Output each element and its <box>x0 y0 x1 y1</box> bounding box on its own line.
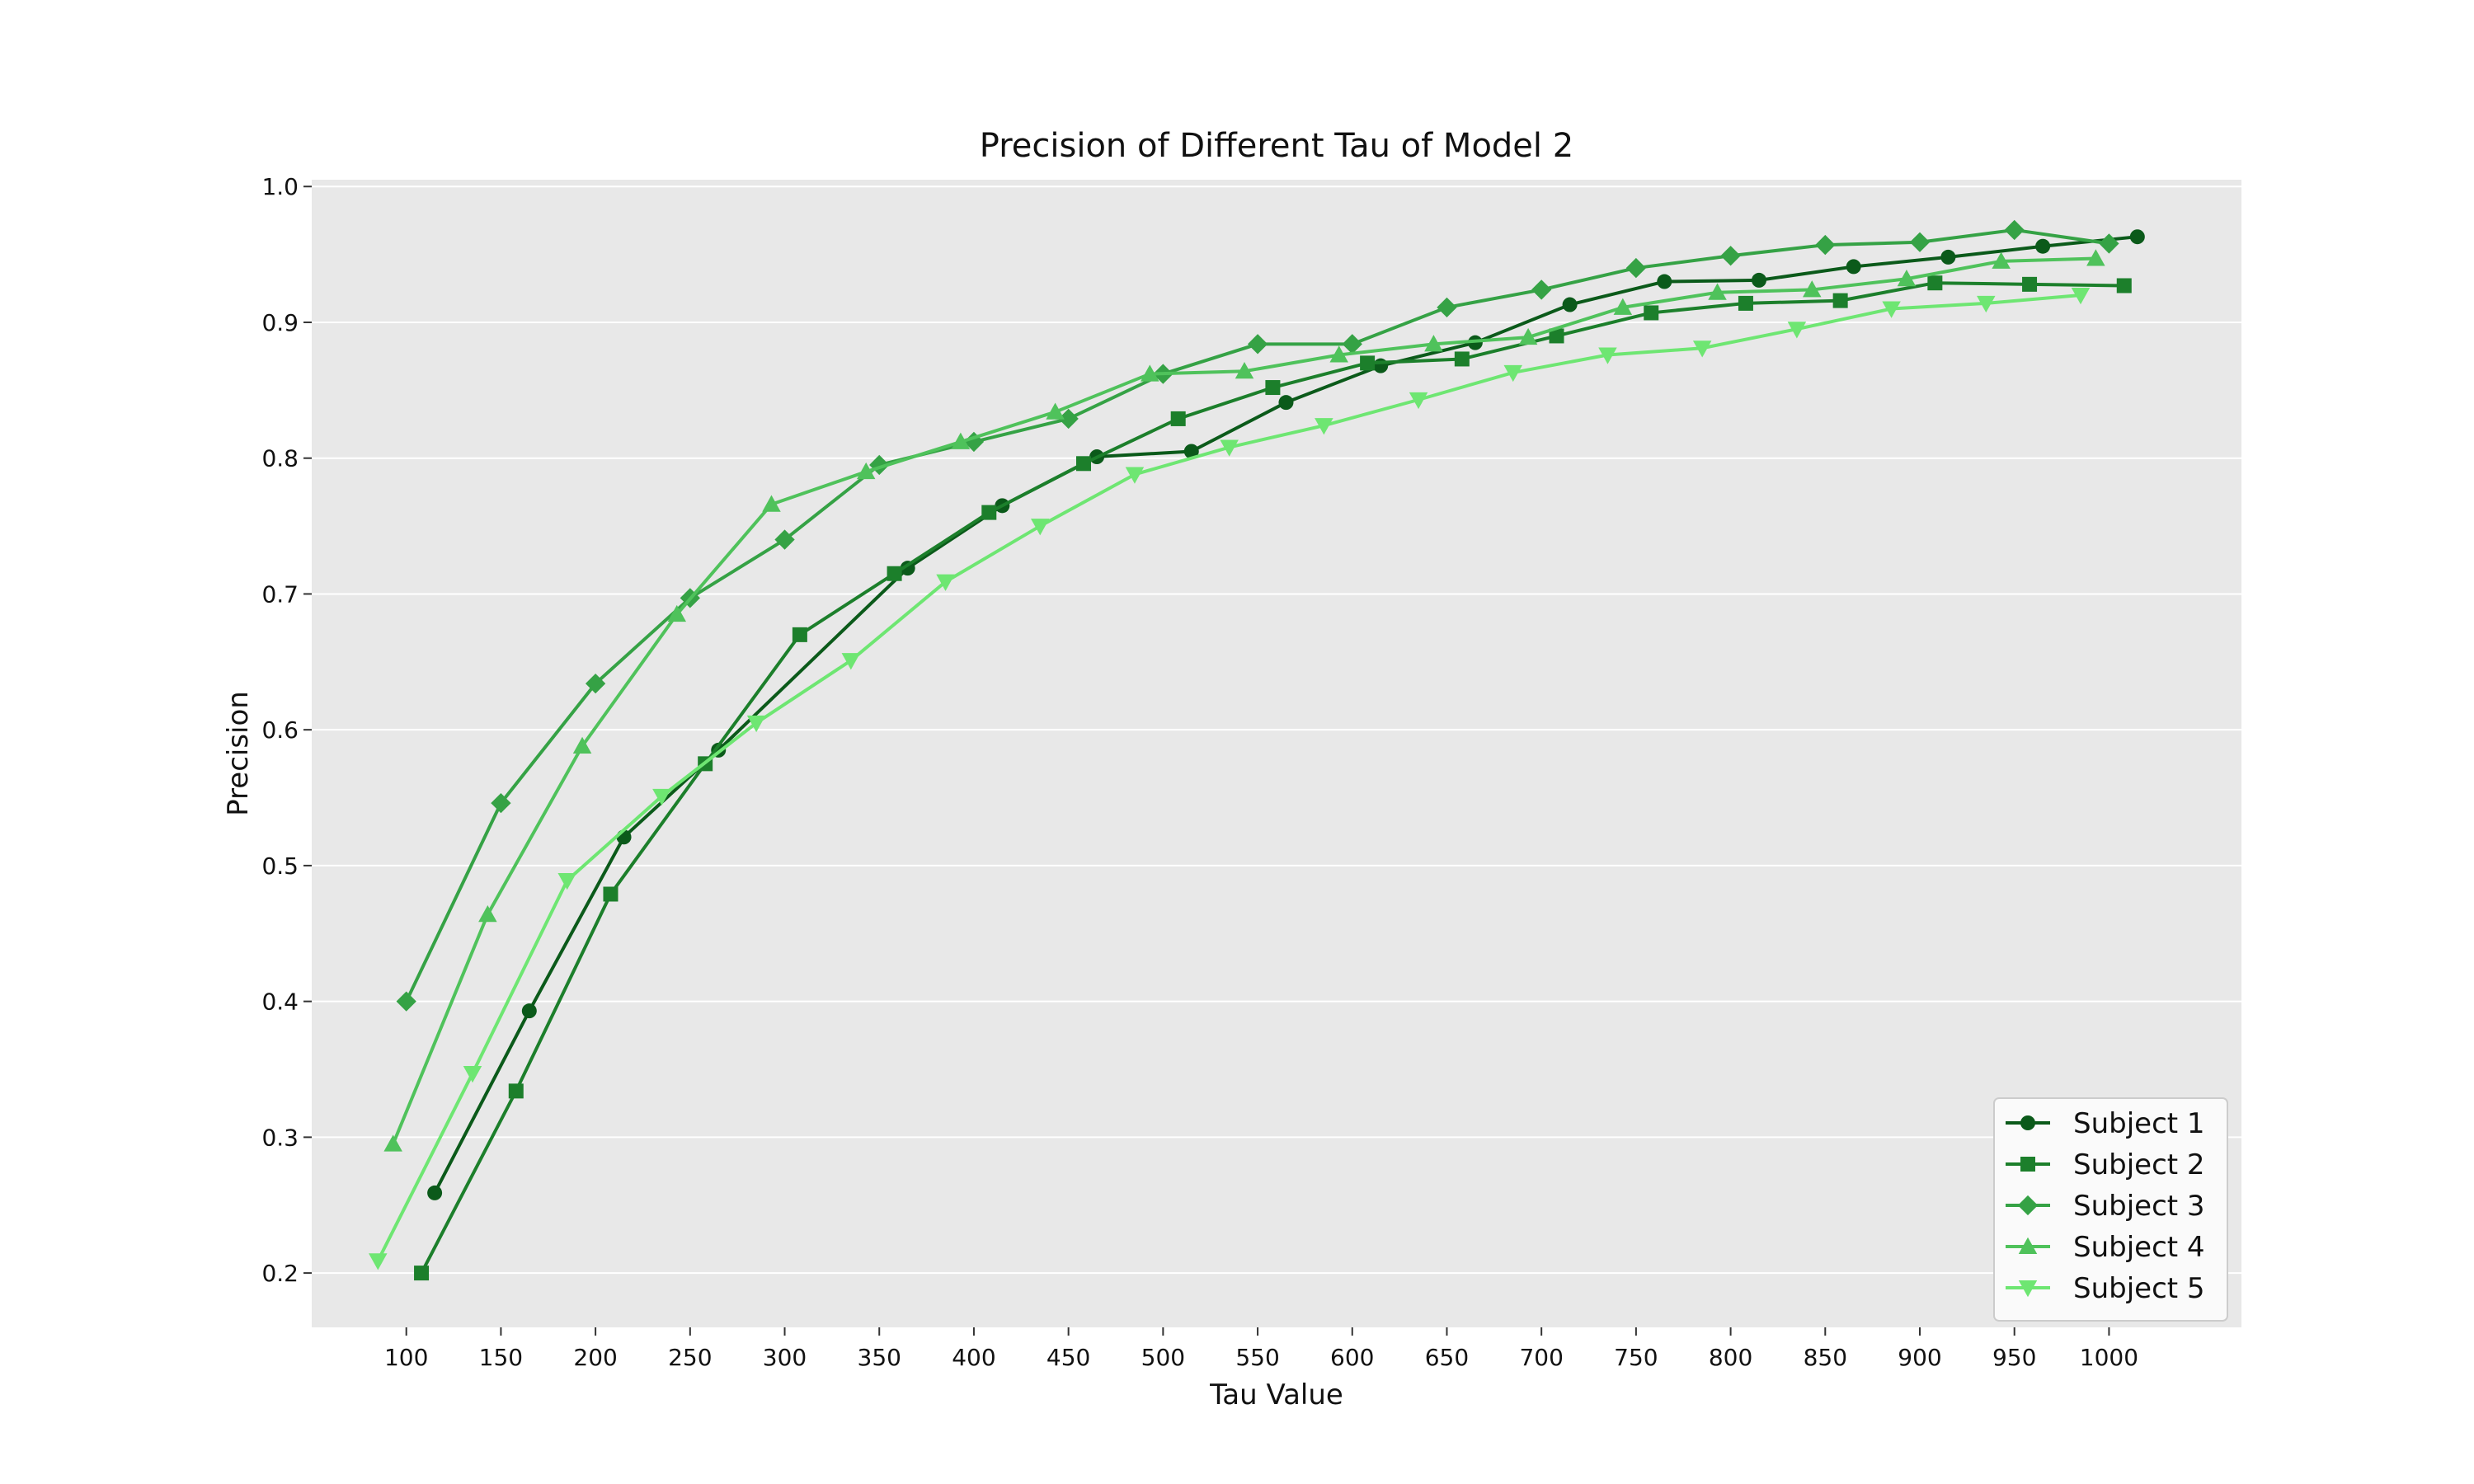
data-point <box>1752 273 1766 288</box>
data-point <box>887 566 902 581</box>
data-point <box>509 1083 524 1098</box>
x-tick-label: 1000 <box>2080 1344 2138 1371</box>
data-point <box>1278 395 1293 410</box>
legend-marker <box>2020 1157 2035 1172</box>
legend: Subject 1 Subject 2 Subject 3 Subject 4 Subj… <box>1994 1098 2227 1321</box>
x-tick-label: 300 <box>763 1344 807 1371</box>
data-point <box>603 886 618 901</box>
x-tick-label: 100 <box>384 1344 428 1371</box>
data-point <box>793 627 807 642</box>
legend-label: Subject 5 <box>2073 1272 2205 1305</box>
data-point <box>2022 277 2037 292</box>
data-point <box>1265 380 1280 395</box>
data-point <box>1563 298 1578 312</box>
data-point <box>1657 275 1672 289</box>
x-tick-label: 650 <box>1425 1344 1469 1371</box>
legend-label: Subject 1 <box>2073 1107 2205 1140</box>
y-tick-label: 0.8 <box>261 445 299 472</box>
y-axis-title: Precision <box>222 691 255 816</box>
x-tick-label: 450 <box>1047 1344 1090 1371</box>
x-tick-label: 250 <box>668 1344 712 1371</box>
x-axis-title: Tau Value <box>1209 1378 1343 1411</box>
y-tick-label: 0.2 <box>261 1260 299 1287</box>
y-tick-label: 0.4 <box>261 989 299 1016</box>
x-tick-label: 350 <box>858 1344 901 1371</box>
data-point <box>1833 294 1848 308</box>
data-point <box>2117 278 2132 293</box>
legend-label: Subject 3 <box>2073 1190 2205 1223</box>
x-tick-label: 900 <box>1898 1344 1941 1371</box>
data-point <box>427 1186 442 1200</box>
data-point <box>1360 355 1375 370</box>
data-point <box>981 505 996 520</box>
data-point <box>1940 250 1955 265</box>
data-point <box>2035 239 2050 254</box>
x-tick-label: 600 <box>1330 1344 1374 1371</box>
y-tick-label: 0.9 <box>261 309 299 336</box>
x-tick-label: 200 <box>573 1344 617 1371</box>
x-tick-label: 850 <box>1804 1344 1847 1371</box>
data-point <box>522 1003 537 1018</box>
x-tick-label: 800 <box>1709 1344 1752 1371</box>
x-tick-label: 150 <box>479 1344 523 1371</box>
x-tick-label: 950 <box>1992 1344 2036 1371</box>
legend-label: Subject 2 <box>2073 1148 2205 1181</box>
x-tick-label: 700 <box>1519 1344 1563 1371</box>
data-point <box>1455 351 1470 366</box>
chart-title: Precision of Different Tau of Model 2 <box>980 127 1573 165</box>
data-point <box>2130 229 2145 244</box>
data-point <box>1846 259 1861 274</box>
legend-marker <box>2020 1115 2035 1130</box>
data-point <box>1076 456 1091 471</box>
data-point <box>1373 359 1388 373</box>
data-point <box>414 1266 429 1280</box>
x-tick-label: 400 <box>952 1344 995 1371</box>
legend-label: Subject 4 <box>2073 1231 2205 1264</box>
y-tick-label: 0.6 <box>261 716 299 744</box>
y-tick-label: 0.3 <box>261 1124 299 1151</box>
x-tick-label: 750 <box>1614 1344 1658 1371</box>
data-point <box>1738 296 1753 311</box>
x-tick-label: 500 <box>1141 1344 1185 1371</box>
y-tick-label: 0.5 <box>261 852 299 880</box>
data-point <box>1927 275 1942 290</box>
plot-area <box>312 180 2241 1327</box>
data-point <box>1644 305 1658 320</box>
y-tick-label: 0.7 <box>261 580 299 608</box>
data-point <box>1171 411 1186 426</box>
y-tick-label: 1.0 <box>261 173 299 200</box>
x-tick-label: 550 <box>1235 1344 1279 1371</box>
